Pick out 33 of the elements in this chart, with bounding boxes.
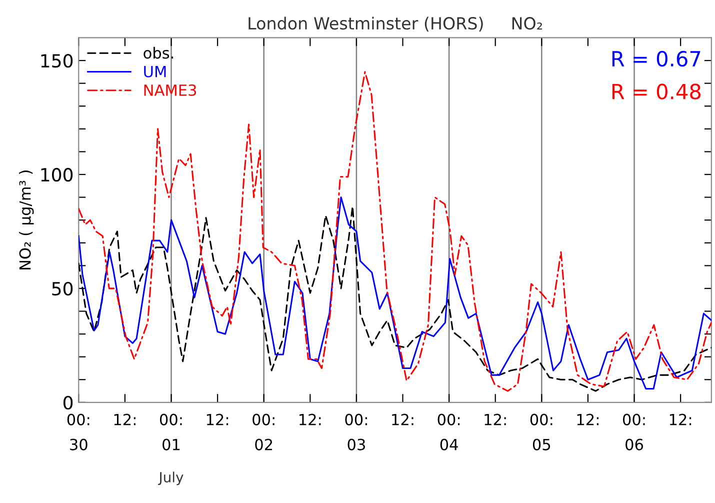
x2-tick-label: 06 — [626, 438, 644, 450]
x-tick-label: 12: — [577, 414, 598, 426]
y-axis-title: NO₂ ( μg/m³ ) — [19, 170, 34, 270]
y-tick-label: 0 — [63, 396, 73, 410]
x-tick-label: 00: — [67, 414, 90, 426]
x-axis-title: July — [158, 472, 184, 486]
x-tick-label: 12: — [484, 414, 506, 426]
x2-tick-label: 04 — [440, 438, 458, 450]
x-tick-label: 12: — [206, 414, 228, 426]
x-tick-label: 00: — [438, 414, 460, 426]
x-tick-label: 00: — [345, 414, 367, 426]
legend-label: UM — [144, 66, 166, 78]
x-tick-label: 00: — [160, 414, 182, 426]
x2-tick-label: 02 — [255, 438, 272, 450]
y-tick-label: 100 — [41, 168, 73, 182]
legend-label: NAME3 — [144, 84, 196, 96]
x2-tick-label: 30 — [70, 438, 88, 450]
x-tick-label: 00: — [530, 414, 552, 426]
x-tick-label: 12: — [114, 414, 136, 426]
x-tick-label: 12: — [670, 414, 692, 426]
x-tick-label: 12: — [392, 414, 414, 426]
legend-label: obs. — [144, 46, 174, 59]
annotation: R = 0.67 — [612, 50, 700, 67]
x2-tick-label: 01 — [162, 438, 180, 450]
x2-tick-label: 03 — [348, 438, 365, 450]
x-tick-label: 00: — [252, 414, 274, 426]
annotation: R = 0.48 — [612, 84, 701, 100]
x-tick-label: 12: — [300, 414, 321, 426]
x-tick-label: 00: — [622, 414, 645, 426]
y-tick-label: 150 — [41, 54, 73, 68]
x2-tick-label: 05 — [532, 438, 550, 450]
chart-title: London Westminster (HORS) NO₂ — [248, 16, 542, 32]
y-tick-label: 50 — [52, 282, 73, 296]
